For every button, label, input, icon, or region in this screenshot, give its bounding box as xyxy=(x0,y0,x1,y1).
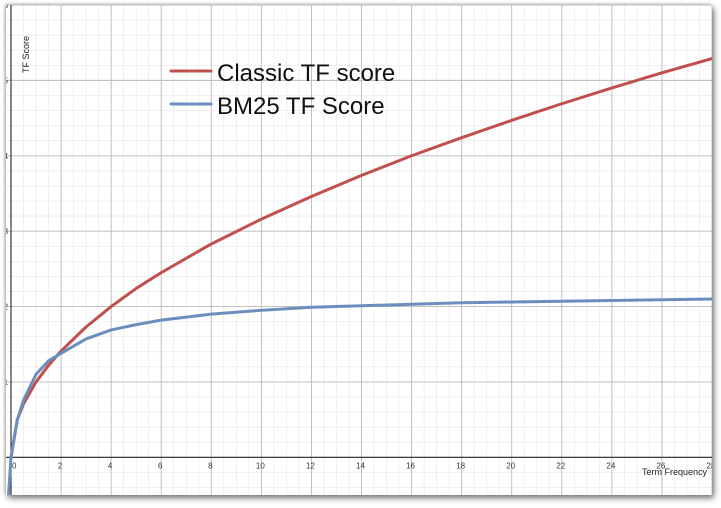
chart-frame: 0246810121416182022242628123456 TF Score… xyxy=(6,5,712,495)
x-axis-title: Term Frequency xyxy=(642,467,708,477)
x-tick-label: 6 xyxy=(158,461,163,470)
x-tick-label: 16 xyxy=(406,461,415,470)
x-tick-label: 24 xyxy=(606,461,615,470)
legend-label-classic: Classic TF score xyxy=(217,60,395,87)
x-tick-label: 20 xyxy=(506,461,515,470)
x-tick-label: 4 xyxy=(108,461,113,470)
y-tick-label: 6 xyxy=(6,5,9,10)
y-tick-label: 3 xyxy=(6,227,9,236)
y-tick-label: 1 xyxy=(6,378,9,387)
tf-score-chart: 0246810121416182022242628123456 TF Score… xyxy=(6,5,712,495)
x-tick-label: 22 xyxy=(556,461,565,470)
x-tick-label: 14 xyxy=(356,461,365,470)
y-axis-title: TF Score xyxy=(21,36,31,73)
legend-label-bm25: BM25 TF Score xyxy=(217,93,385,120)
x-tick-label: 28 xyxy=(707,461,712,470)
y-tick-label: 4 xyxy=(6,152,9,161)
x-tick-label: 8 xyxy=(208,461,213,470)
x-tick-label: 12 xyxy=(306,461,315,470)
x-tick-label: 18 xyxy=(456,461,465,470)
x-tick-label: 2 xyxy=(58,461,63,470)
series-lines xyxy=(9,59,713,495)
y-tick-label: 5 xyxy=(6,76,9,85)
y-tick-label: 2 xyxy=(6,303,9,312)
x-tick-label: 0 xyxy=(12,461,17,470)
x-tick-label: 10 xyxy=(256,461,265,470)
